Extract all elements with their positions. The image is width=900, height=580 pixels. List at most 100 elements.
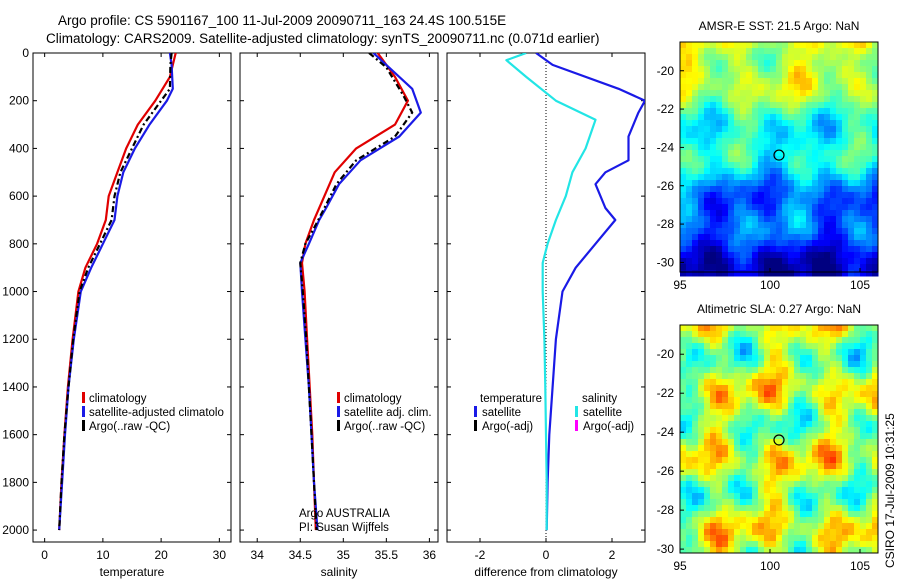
heatmap-cell — [758, 427, 765, 434]
heatmap-cell — [728, 216, 735, 223]
heatmap-cell — [788, 240, 795, 247]
heatmap-cell — [866, 361, 873, 368]
heatmap-cell — [794, 234, 801, 241]
heatmap-cell — [758, 535, 765, 542]
heatmap-cell — [830, 433, 837, 440]
heatmap-cell — [806, 246, 813, 253]
heatmap-cell — [704, 355, 711, 362]
heatmap-cell — [872, 240, 879, 247]
heatmap-cell — [830, 156, 837, 163]
heatmap-cell — [746, 499, 753, 506]
heatmap-cell — [728, 529, 735, 536]
heatmap-cell — [794, 102, 801, 109]
heatmap-cell — [686, 168, 693, 175]
heatmap-cell — [728, 168, 735, 175]
heatmap-cell — [710, 427, 717, 434]
heatmap-cell — [836, 144, 843, 151]
heatmap-cell — [764, 541, 771, 548]
heatmap-cell — [692, 108, 699, 115]
heatmap-cell — [764, 144, 771, 151]
heatmap-cell — [848, 66, 855, 73]
heatmap-cell — [704, 439, 711, 446]
heatmap-cell — [722, 331, 729, 338]
heatmap-cell — [698, 361, 705, 368]
heatmap-cell — [722, 445, 729, 452]
heatmap-cell — [722, 54, 729, 61]
heatmap-cell — [692, 168, 699, 175]
heatmap-cell — [860, 186, 867, 193]
map-y-tick-label: -30 — [657, 542, 675, 556]
heatmap-cell — [698, 252, 705, 259]
heatmap-cell — [836, 246, 843, 253]
heatmap-cell — [824, 517, 831, 524]
heatmap-cell — [728, 150, 735, 157]
map-y-tick-label: -24 — [657, 140, 675, 154]
heatmap-cell — [800, 457, 807, 464]
heatmap-cell — [758, 331, 765, 338]
heatmap-cell — [722, 252, 729, 259]
heatmap-cell — [692, 457, 699, 464]
heatmap-cell — [776, 234, 783, 241]
heatmap-cell — [812, 337, 819, 344]
x-tick-label: 34.5 — [289, 548, 313, 562]
heatmap-cell — [866, 186, 873, 193]
heatmap-cell — [710, 138, 717, 145]
heatmap-cell — [758, 343, 765, 350]
heatmap-cell — [716, 469, 723, 476]
heatmap-cell — [782, 409, 789, 416]
heatmap-cell — [830, 337, 837, 344]
heatmap-cell — [782, 361, 789, 368]
heatmap-cell — [794, 222, 801, 229]
heatmap-cell — [866, 331, 873, 338]
heatmap-cell — [680, 270, 687, 277]
heatmap-cell — [686, 445, 693, 452]
heatmap-cell — [704, 511, 711, 518]
heatmap-cell — [704, 258, 711, 265]
heatmap-cell — [710, 42, 717, 49]
heatmap-cell — [752, 204, 759, 211]
heatmap-cell — [692, 541, 699, 548]
heatmap-cell — [734, 216, 741, 223]
heatmap-cell — [758, 198, 765, 205]
heatmap-cell — [764, 180, 771, 187]
heatmap-cell — [698, 331, 705, 338]
heatmap-cell — [788, 517, 795, 524]
heatmap-cell — [872, 162, 879, 169]
heatmap-cell — [728, 90, 735, 97]
heatmap-cell — [818, 60, 825, 67]
heatmap-cell — [698, 445, 705, 452]
heatmap-cell — [866, 156, 873, 163]
heatmap-cell — [716, 493, 723, 500]
heatmap-cell — [848, 180, 855, 187]
heatmap-cell — [734, 379, 741, 386]
heatmap-cell — [812, 120, 819, 127]
heatmap-cell — [800, 264, 807, 271]
heatmap-cell — [806, 475, 813, 482]
heatmap-cell — [716, 487, 723, 494]
heatmap-cell — [872, 60, 879, 67]
heatmap-cell — [824, 331, 831, 338]
heatmap-cell — [770, 78, 777, 85]
heatmap-cell — [740, 529, 747, 536]
heatmap-cell — [782, 403, 789, 410]
heatmap-cell — [734, 78, 741, 85]
heatmap-cell — [686, 475, 693, 482]
heatmap-cell — [800, 391, 807, 398]
heatmap-cell — [680, 331, 687, 338]
heatmap-cell — [770, 228, 777, 235]
heatmap-cell — [806, 102, 813, 109]
heatmap-cell — [860, 114, 867, 121]
heatmap-cell — [818, 216, 825, 223]
heatmap-cell — [686, 96, 693, 103]
heatmap-cell — [800, 529, 807, 536]
heatmap-cell — [812, 427, 819, 434]
heatmap-cell — [824, 84, 831, 91]
heatmap-cell — [812, 391, 819, 398]
series-line-difference-0 — [535, 53, 645, 531]
heatmap-cell — [836, 391, 843, 398]
heatmap-cell — [848, 499, 855, 506]
heatmap-cell — [686, 439, 693, 446]
heatmap-cell — [752, 517, 759, 524]
heatmap-cell — [740, 331, 747, 338]
heatmap-cell — [692, 138, 699, 145]
